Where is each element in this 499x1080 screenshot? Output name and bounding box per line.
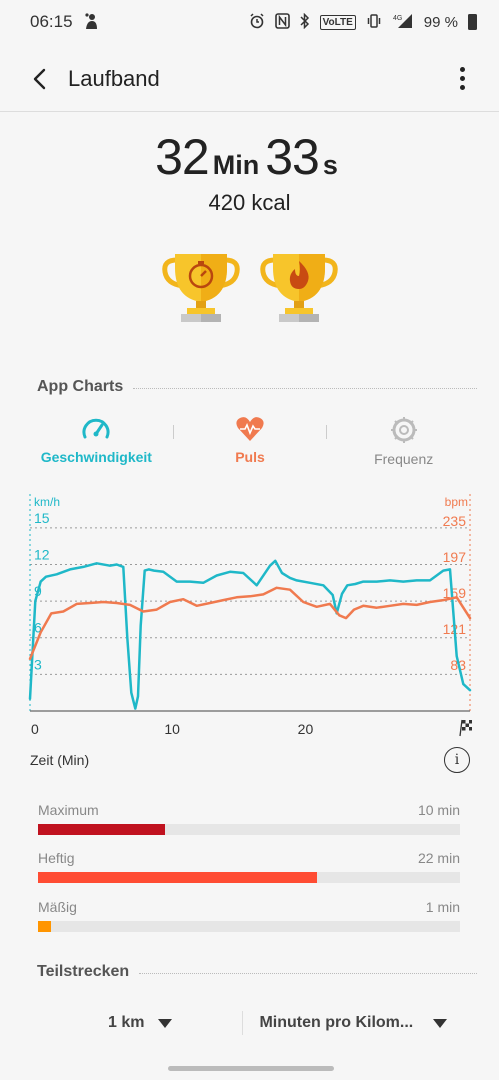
zone-label: Mäßig [38,899,77,915]
select-divider [242,1011,244,1035]
battery-icon [468,14,477,30]
page-title: Laufband [68,65,160,91]
flag-square [465,723,469,727]
trophy-row [0,248,499,326]
home-indicator[interactable] [168,1066,334,1071]
right-tick-label: 197 [443,549,467,565]
section-divider [139,972,477,974]
right-axis-unit: bpm [445,495,468,509]
alarm-icon [249,12,265,32]
flag-square [462,727,466,731]
zone-track [38,824,460,835]
app-bar: Laufband [0,46,499,112]
bluetooth-icon [300,12,310,32]
tab-divider [172,425,174,439]
finish-flag-icon [459,719,472,737]
x-tick-label: 10 [164,721,180,737]
zone-bar-fill [38,824,165,835]
distance-select[interactable]: 1 km [108,1014,173,1032]
tab-divider [326,425,328,439]
zone-heftig: Heftig 22 min [38,850,460,883]
duration-minutes: 32 [155,129,210,185]
tab-geschwindigkeit-label: Geschwindigkeit [40,449,152,465]
more-options-dot [459,67,465,72]
distance-select-value: 1 km [108,1014,145,1031]
app-charts-title: App Charts [37,378,124,395]
metric-select-value: Minuten pro Kilom... [259,1014,414,1031]
left-axis-unit: km/h [34,495,60,509]
more-options-button[interactable] [447,59,477,99]
speed-series-line [28,559,472,710]
workout-duration: 32 Min 33 s [0,128,499,186]
right-tick-label: 159 [443,585,467,601]
flag-pole [459,719,463,737]
heart-rate-icon [236,417,264,441]
duration-minutes-unit: Min [212,150,260,180]
tab-frequenz-label: Frequenz [374,451,434,467]
signal-icon: 4G [392,13,414,32]
time-axis-label: Zeit (Min) [30,752,90,768]
left-tick-label: 12 [34,546,50,562]
zone-bar-fill [38,872,317,883]
more-options-dot [459,85,465,90]
zone-value: 22 min [417,850,460,866]
zone-track [38,921,460,932]
speedometer-icon [82,418,110,439]
zone-maessig: Mäßig 1 min [38,899,460,932]
chevron-down-icon [433,1018,448,1028]
zone-maximum: Maximum 10 min [38,802,460,835]
zone-value: 1 min [425,899,460,915]
gear-icon [390,417,417,443]
splits-title: Teilstrecken [37,963,130,980]
zone-bar-fill [38,921,51,932]
back-arrow-icon [33,68,46,89]
zone-track [38,872,460,883]
tab-puls-label: Puls [235,449,265,465]
section-divider [133,387,477,389]
zone-value: 10 min [417,802,460,818]
status-time: 06:15 [30,12,73,31]
chart-tabs: Geschwindigkeit Puls Frequenz [20,415,480,475]
tab-frequenz[interactable]: Frequenz [327,415,480,475]
left-tick-label: 15 [34,510,50,526]
splits-header: Teilstrecken [37,963,477,981]
zone-label: Heftig [38,850,75,866]
vibrate-icon [366,13,382,32]
left-tick-label: 6 [34,620,42,636]
volte-icon: VoLTE [319,14,356,30]
heart-rate-series-line [28,586,472,661]
chevron-down-icon [158,1018,173,1028]
svg-text:4G: 4G [393,15,402,22]
metric-select[interactable]: Minuten pro Kilom... [259,1014,448,1032]
tab-puls[interactable]: Puls [174,415,327,475]
flag-square [469,720,472,724]
battery-percent: 99 % [423,13,458,31]
back-button[interactable] [20,59,60,99]
x-tick-label: 20 [298,721,314,737]
notification-icon [83,12,99,33]
more-options-dot [459,76,465,81]
duration-seconds-unit: s [322,150,338,180]
app-charts-header: App Charts [37,378,477,396]
zone-label: Maximum [38,802,99,818]
status-bar: 06:15 VoLTE 4G 99 % [0,0,499,44]
left-tick-label: 3 [34,656,42,672]
right-tick-label: 235 [443,513,467,529]
calories-value: 420 kcal [208,190,291,215]
flag-square [462,720,466,724]
nfc-icon [274,12,290,32]
trophy-stopwatch-icon[interactable] [161,248,241,326]
info-icon[interactable]: i [444,747,470,773]
trophy-flame-icon[interactable] [259,248,339,326]
x-tick-label: 0 [31,721,39,737]
splits-selectors: 1 km Minuten pro Kilom... [0,1008,499,1038]
flag-square [469,727,472,731]
tab-geschwindigkeit[interactable]: Geschwindigkeit [20,415,173,475]
duration-seconds: 33 [265,129,320,185]
